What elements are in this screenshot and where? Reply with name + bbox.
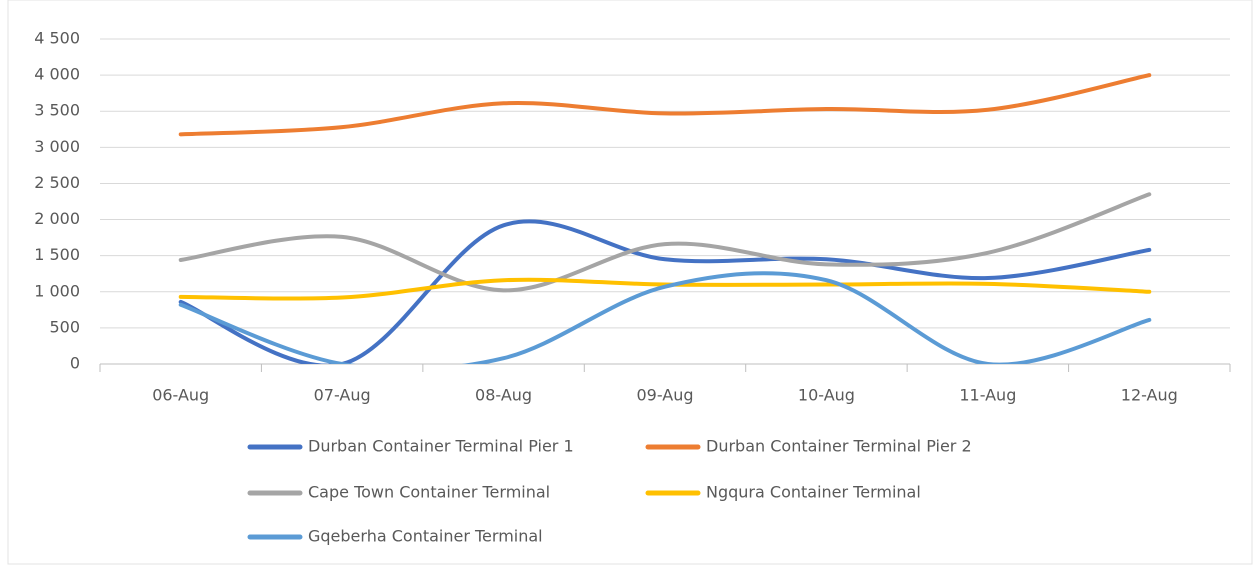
x-tick-label: 10-Aug [798,386,855,405]
y-tick-label: 1 500 [34,245,80,264]
x-tick-label: 09-Aug [636,386,693,405]
x-tick-label: 12-Aug [1121,386,1178,405]
series-line [178,219,1152,364]
legend-label: Ngqura Container Terminal [706,483,921,502]
y-tick-label: 2 000 [34,209,80,228]
y-tick-label: 0 [70,354,80,373]
x-tick-label: 08-Aug [475,386,532,405]
series-line [178,277,1152,301]
y-tick-label: 4 500 [34,29,80,48]
y-tick-label: 1 000 [34,281,80,300]
legend-label: Cape Town Container Terminal [308,483,550,502]
y-tick-label: 3 500 [34,101,80,120]
series-line [178,192,1152,293]
legend-label: Durban Container Terminal Pier 2 [706,437,972,456]
chart-frame [7,0,1253,565]
legend-label: Gqeberha Container Terminal [308,527,543,546]
x-tick-label: 06-Aug [152,386,209,405]
plot-area [178,73,1152,364]
series-line [178,73,1152,137]
y-tick-label: 500 [49,317,80,336]
y-tick-label: 2 500 [34,173,80,192]
y-tick-label: 3 000 [34,137,80,156]
x-tick-label: 07-Aug [314,386,371,405]
series-line [178,271,1152,364]
y-tick-label: 4 000 [34,65,80,84]
legend-label: Durban Container Terminal Pier 1 [308,437,574,456]
x-tick-label: 11-Aug [959,386,1016,405]
